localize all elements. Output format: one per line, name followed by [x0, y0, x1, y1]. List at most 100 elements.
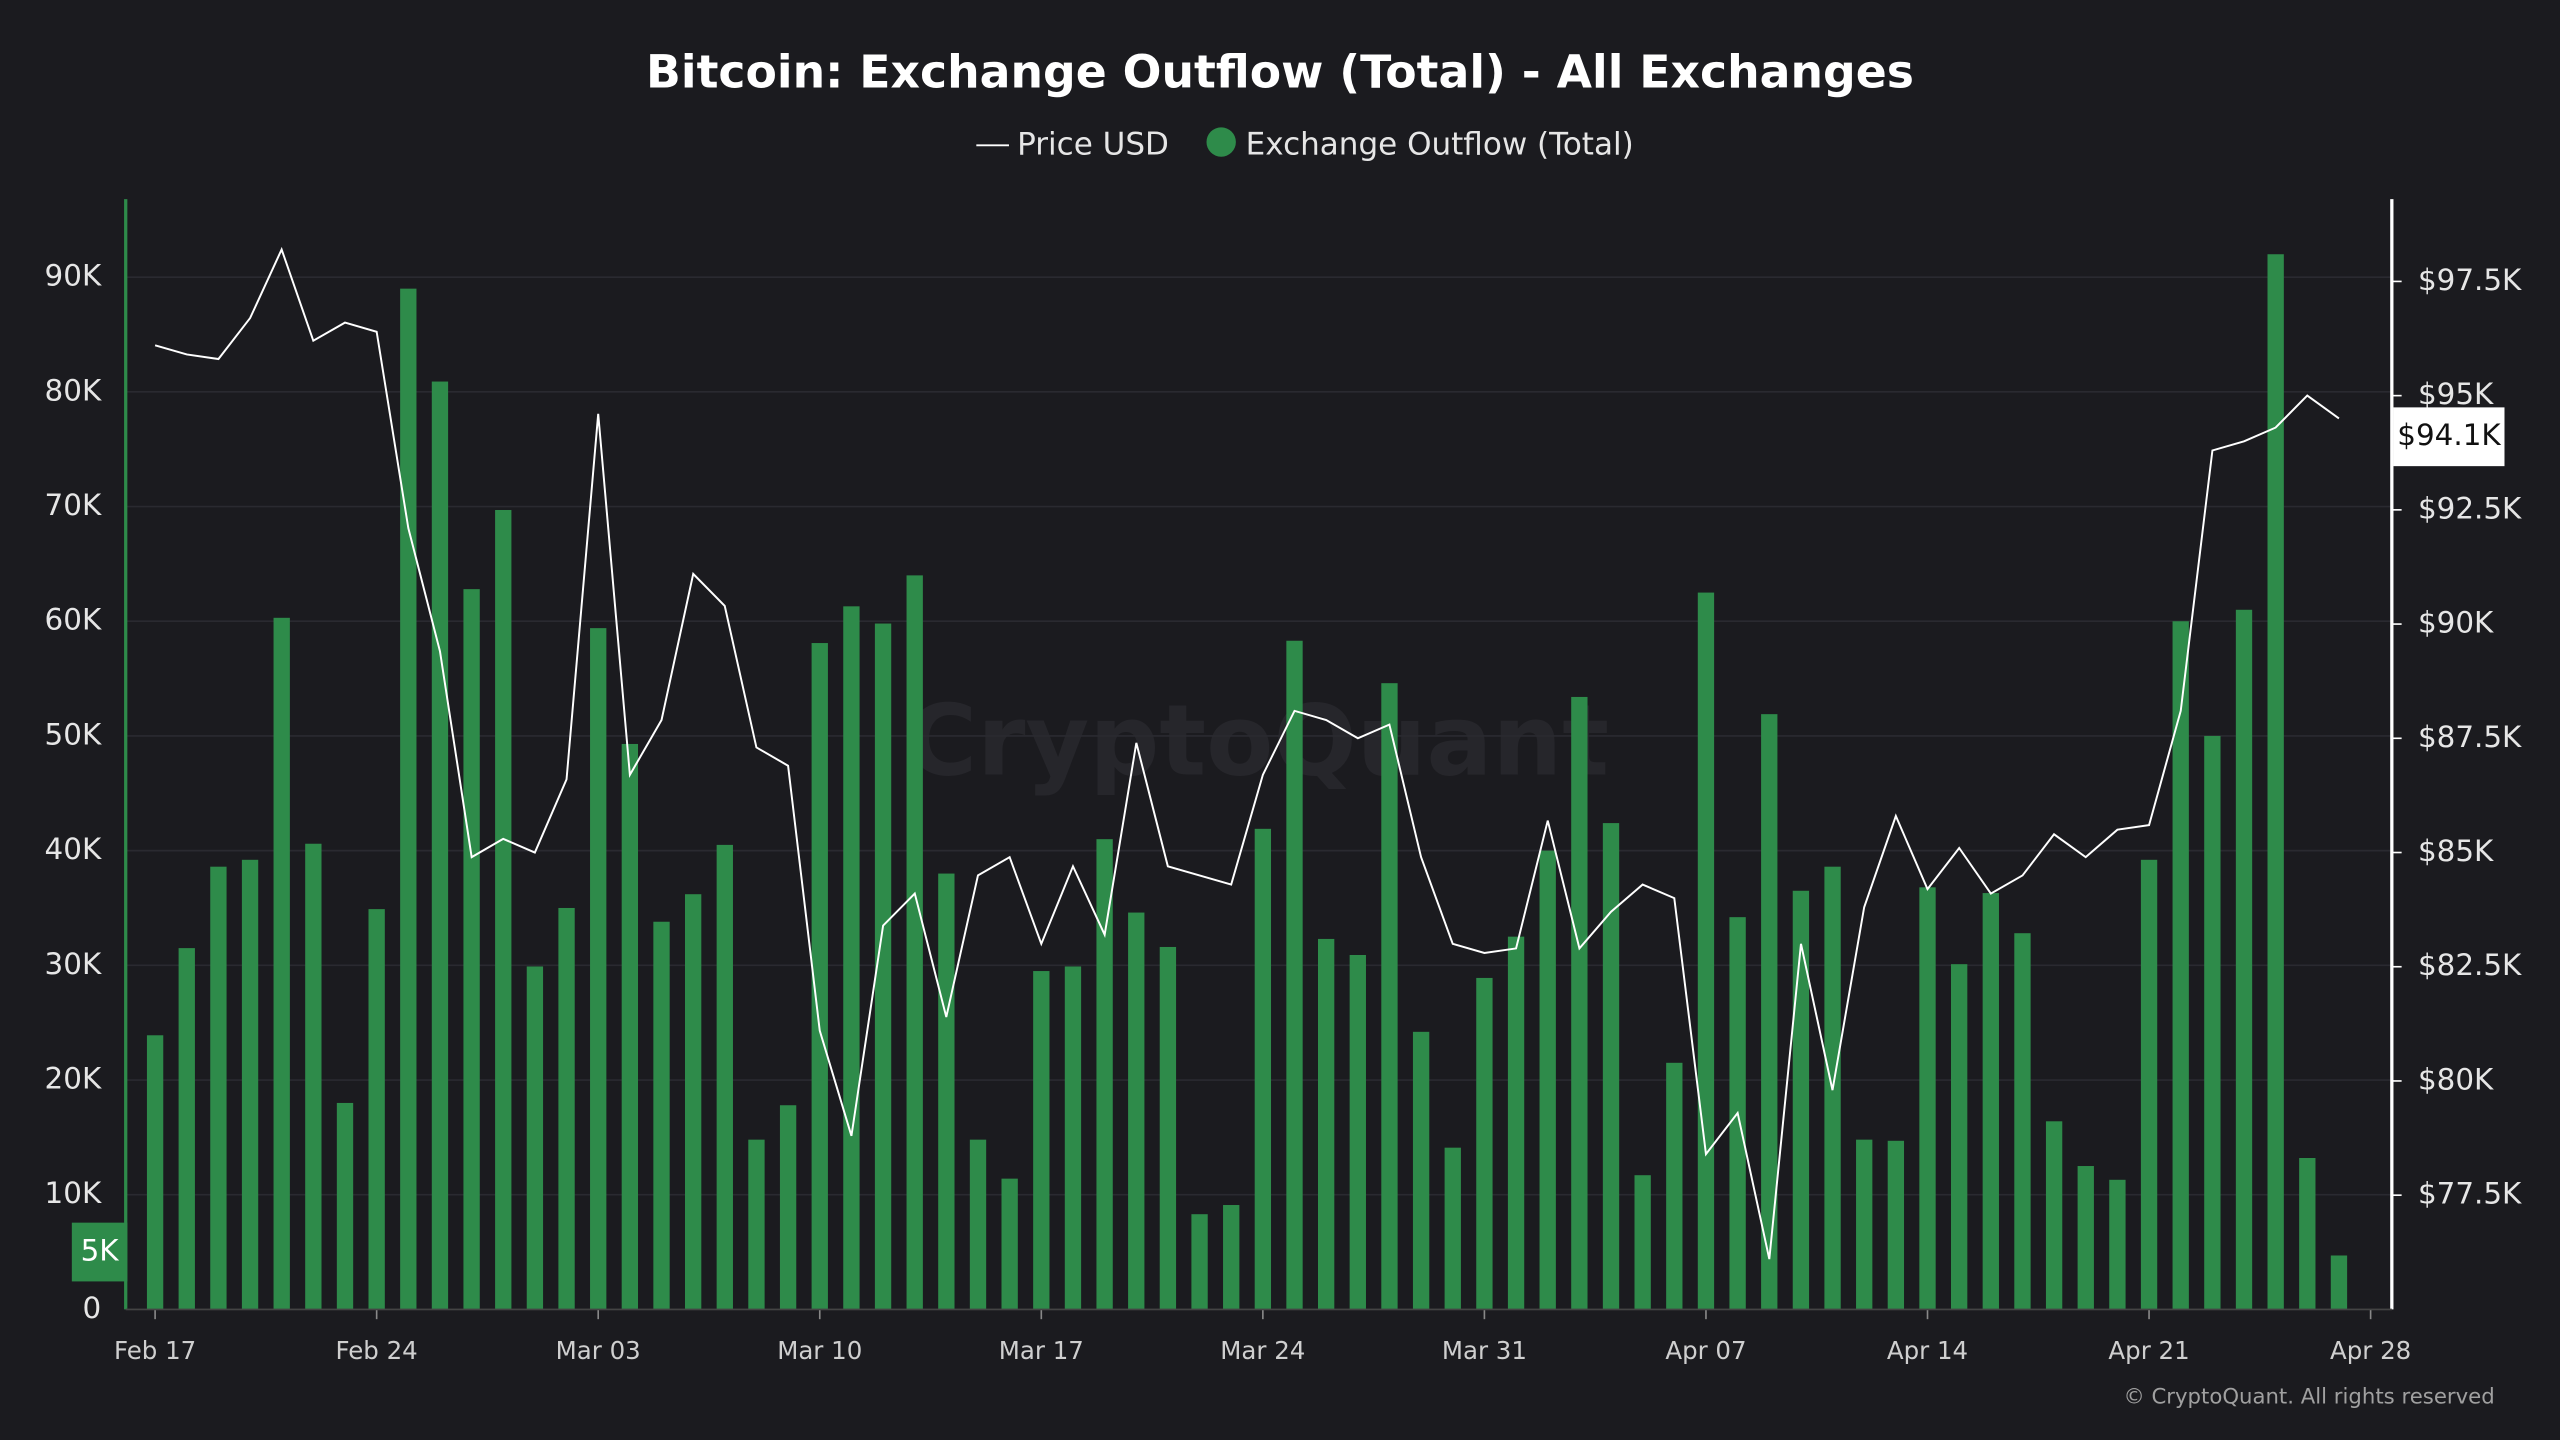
legend-label: Exchange Outflow (Total)	[1246, 126, 1634, 162]
y2-tick-label: $87.5K	[2418, 720, 2522, 754]
x-tick-label: Mar 31	[1442, 1336, 1527, 1365]
y2-tick-label: $82.5K	[2418, 948, 2522, 982]
bar	[906, 575, 923, 1310]
bar	[1254, 828, 1272, 1310]
y-tick-label: 30K	[45, 947, 102, 981]
bar	[146, 1035, 164, 1310]
bar	[684, 894, 702, 1310]
bar	[1349, 954, 1366, 1310]
bar	[431, 381, 449, 1310]
bar	[2267, 254, 2284, 1310]
bar	[874, 623, 892, 1310]
bar	[1317, 938, 1335, 1310]
bar	[1539, 850, 1556, 1310]
bar	[621, 743, 639, 1310]
bar	[2299, 1157, 2316, 1310]
bar	[811, 643, 828, 1310]
bar	[1128, 912, 1145, 1310]
bar	[210, 866, 227, 1310]
bar	[2045, 1121, 2063, 1310]
bar	[2014, 933, 2031, 1310]
bar	[1792, 890, 1810, 1310]
legend-swatch	[1206, 127, 1236, 157]
bar	[2109, 1179, 2126, 1310]
bar	[2235, 609, 2253, 1310]
bar	[590, 628, 607, 1310]
watermark: CryptoQuant	[905, 685, 1609, 799]
bar	[1286, 640, 1303, 1310]
bar	[2204, 735, 2221, 1310]
x-tick-label: Feb 24	[336, 1336, 418, 1365]
crosshair-badge	[71, 1222, 128, 1282]
y-tick-label: 0	[83, 1291, 102, 1325]
bar	[273, 617, 290, 1310]
y2-tick-label: $80K	[2418, 1062, 2494, 1096]
y-tick-label: 80K	[45, 373, 102, 407]
bar	[1571, 696, 1588, 1310]
bar	[2330, 1255, 2348, 1310]
bar	[305, 843, 322, 1310]
bar	[1476, 977, 1493, 1310]
bar	[2077, 1166, 2094, 1310]
bar	[241, 859, 259, 1310]
bar	[748, 1139, 765, 1310]
y2-tick-label: $92.5K	[2418, 491, 2522, 525]
bar	[400, 288, 417, 1310]
x-tick-label: Apr 14	[1887, 1336, 1968, 1365]
y-tick-label: 40K	[45, 832, 102, 866]
bar	[969, 1139, 987, 1310]
bar	[1444, 1147, 1461, 1310]
bar	[843, 606, 860, 1310]
price-line	[154, 246, 2340, 1260]
y-tick-label: 90K	[45, 259, 102, 293]
bar	[1761, 714, 1778, 1310]
bar	[1064, 966, 1082, 1310]
bar	[526, 966, 544, 1310]
bar	[2140, 859, 2158, 1310]
bar	[938, 873, 955, 1310]
bar	[1856, 1139, 1873, 1310]
bar	[1507, 936, 1525, 1310]
y-tick-label: 50K	[45, 717, 102, 751]
bar	[336, 1102, 354, 1310]
bar	[1033, 971, 1050, 1310]
bar	[1191, 1214, 1208, 1310]
x-tick-label: Apr 21	[2108, 1336, 2189, 1365]
bar	[1666, 1062, 1683, 1310]
x-tick-label: Feb 17	[114, 1336, 196, 1365]
crosshair-label: 5K	[81, 1234, 120, 1268]
bar	[1381, 683, 1398, 1310]
bar	[1950, 964, 1968, 1310]
bar	[463, 589, 480, 1310]
y-tick-label: 10K	[45, 1176, 102, 1210]
bar	[1602, 823, 1620, 1310]
chart-title: Bitcoin: Exchange Outflow (Total) - All …	[646, 46, 1914, 99]
bar	[1982, 893, 1999, 1310]
x-tick-label: Mar 17	[999, 1336, 1084, 1365]
bar	[1159, 946, 1177, 1310]
bar	[1887, 1140, 1905, 1310]
bar	[1001, 1178, 1018, 1310]
bar	[368, 909, 385, 1310]
bar	[1697, 592, 1715, 1310]
bar	[1634, 1175, 1651, 1310]
y2-tick-label: $77.5K	[2418, 1177, 2522, 1211]
y2-tick-label: $85K	[2418, 834, 2494, 868]
bar	[1919, 887, 1936, 1310]
y2-tick-label: $97.5K	[2418, 263, 2522, 297]
x-tick-label: Apr 07	[1665, 1336, 1746, 1365]
footer: © CryptoQuant. All rights reserved	[2124, 1385, 2495, 1410]
bar	[178, 948, 195, 1310]
y-tick-label: 70K	[45, 488, 102, 522]
bar	[779, 1105, 797, 1310]
bar	[716, 844, 733, 1310]
y-tick-label: 20K	[45, 1062, 102, 1096]
bar	[2172, 621, 2189, 1310]
bar	[653, 921, 670, 1310]
bar	[1096, 839, 1113, 1310]
legend-label: Price USD	[1017, 126, 1169, 162]
bar	[1223, 1205, 1240, 1310]
y2-tick-label: $95K	[2418, 377, 2494, 411]
